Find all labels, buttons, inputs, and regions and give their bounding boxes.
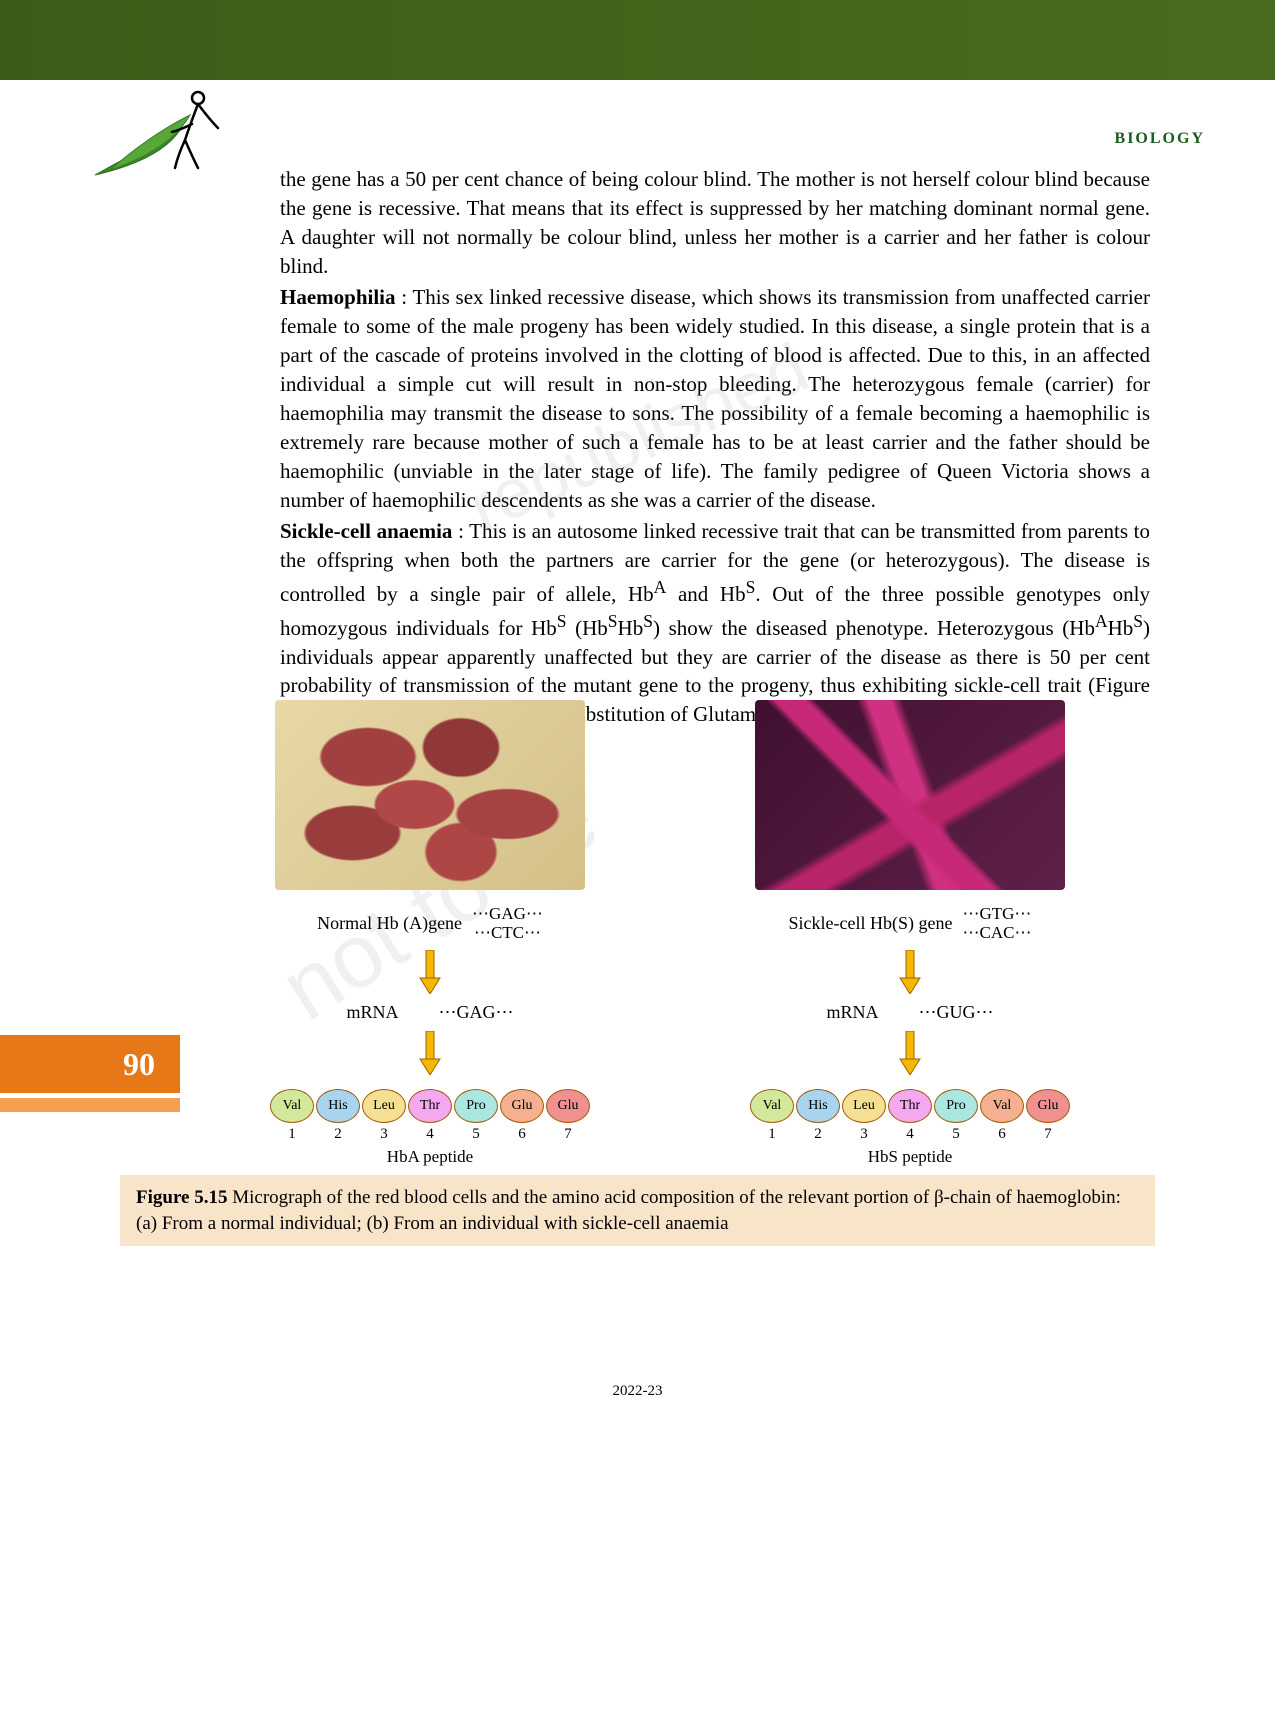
logo-area	[50, 50, 230, 170]
amino-acid: Val 1	[750, 1089, 794, 1143]
leaf-person-icon	[90, 80, 240, 190]
amino-acid: Pro 5	[454, 1089, 498, 1143]
amino-acid-number: 2	[814, 1126, 822, 1143]
amino-acid-bubble: His	[796, 1089, 840, 1123]
footer-year: 2022-23	[0, 1383, 1275, 1400]
subject-label: BIOLOGY	[1115, 130, 1205, 148]
sickle-peptide: Val 1 His 2 Leu 3 Thr 4 Pro 5 Val 6 Glu 7	[750, 1089, 1070, 1143]
amino-acid-bubble: Val	[750, 1089, 794, 1123]
arrow-down-icon	[416, 1031, 444, 1075]
amino-acid-bubble: Pro	[454, 1089, 498, 1123]
normal-peptide: Val 1 His 2 Leu 3 Thr 4 Pro 5 Glu 6 Glu 7	[270, 1089, 590, 1143]
amino-acid-bubble: Thr	[888, 1089, 932, 1123]
amino-acid-bubble: Val	[980, 1089, 1024, 1123]
amino-acid: Glu 7	[1026, 1089, 1070, 1143]
normal-mrna-label: mRNA	[346, 1002, 398, 1023]
sickle-peptide-name: HbS peptide	[868, 1147, 953, 1167]
amino-acid: Thr 4	[408, 1089, 452, 1143]
body-text: the gene has a 50 per cent chance of bei…	[280, 165, 1150, 731]
sickle-mrna-codon: ⋯GUG⋯	[919, 1002, 994, 1023]
amino-acid-number: 6	[518, 1126, 526, 1143]
amino-acid: Glu 6	[500, 1089, 544, 1143]
sickle-dna-codon: ⋯GTG⋯ ⋯CAC⋯	[962, 905, 1031, 942]
normal-gene-label: Normal Hb (A)gene	[317, 913, 462, 934]
amino-acid-bubble: Thr	[408, 1089, 452, 1123]
sickle-gene-column: Sickle-cell Hb(S) gene ⋯GTG⋯ ⋯CAC⋯ mRNA …	[700, 905, 1120, 1167]
normal-dna-codon: ⋯GAG⋯ ⋯CTC⋯	[472, 905, 543, 942]
arrow-down-icon	[416, 950, 444, 994]
amino-acid-bubble: Leu	[842, 1089, 886, 1123]
figure-caption: Figure 5.15 Micrograph of the red blood …	[120, 1175, 1155, 1246]
amino-acid: Pro 5	[934, 1089, 978, 1143]
amino-acid-number: 7	[564, 1126, 572, 1143]
amino-acid-number: 3	[380, 1126, 388, 1143]
amino-acid-number: 7	[1044, 1126, 1052, 1143]
amino-acid: Thr 4	[888, 1089, 932, 1143]
amino-acid-number: 4	[426, 1126, 434, 1143]
amino-acid-number: 3	[860, 1126, 868, 1143]
amino-acid-bubble: Glu	[1026, 1089, 1070, 1123]
sickle-mrna-label: mRNA	[826, 1002, 878, 1023]
amino-acid-number: 5	[952, 1126, 960, 1143]
amino-acid-number: 2	[334, 1126, 342, 1143]
amino-acid-bubble: Val	[270, 1089, 314, 1123]
figure-5-15: Normal Hb (A)gene ⋯GAG⋯ ⋯CTC⋯ mRNA ⋯GAG⋯…	[190, 700, 1150, 1167]
paragraph-1: the gene has a 50 per cent chance of bei…	[280, 165, 1150, 281]
amino-acid-number: 6	[998, 1126, 1006, 1143]
amino-acid-bubble: His	[316, 1089, 360, 1123]
amino-acid-bubble: Pro	[934, 1089, 978, 1123]
micrograph-normal-rbc	[275, 700, 585, 890]
sickle-gene-label: Sickle-cell Hb(S) gene	[789, 913, 953, 934]
amino-acid: Val 1	[270, 1089, 314, 1143]
micrograph-sickle-rbc	[755, 700, 1065, 890]
amino-acid: Val 6	[980, 1089, 1024, 1143]
amino-acid: Leu 3	[842, 1089, 886, 1143]
amino-acid-number: 4	[906, 1126, 914, 1143]
amino-acid-bubble: Glu	[546, 1089, 590, 1123]
amino-acid-number: 1	[768, 1126, 776, 1143]
page-number-border	[0, 1098, 180, 1112]
paragraph-3: Sickle-cell anaemia : This is an autosom…	[280, 517, 1150, 730]
amino-acid: His 2	[316, 1089, 360, 1143]
normal-peptide-name: HbA peptide	[387, 1147, 473, 1167]
paragraph-2: Haemophilia : This sex linked recessive …	[280, 283, 1150, 515]
amino-acid-number: 5	[472, 1126, 480, 1143]
amino-acid-bubble: Leu	[362, 1089, 406, 1123]
amino-acid: Leu 3	[362, 1089, 406, 1143]
amino-acid-bubble: Glu	[500, 1089, 544, 1123]
normal-gene-column: Normal Hb (A)gene ⋯GAG⋯ ⋯CTC⋯ mRNA ⋯GAG⋯…	[220, 905, 640, 1167]
page-number-tab: 90	[0, 1035, 180, 1093]
amino-acid: Glu 7	[546, 1089, 590, 1143]
arrow-down-icon	[896, 1031, 924, 1075]
amino-acid: His 2	[796, 1089, 840, 1143]
arrow-down-icon	[896, 950, 924, 994]
amino-acid-number: 1	[288, 1126, 296, 1143]
normal-mrna-codon: ⋯GAG⋯	[439, 1002, 514, 1023]
